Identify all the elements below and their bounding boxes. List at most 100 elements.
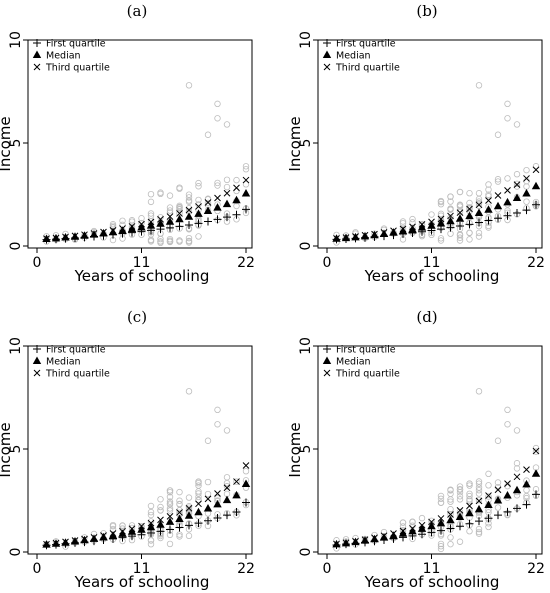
raw-data-point xyxy=(166,500,174,507)
data-point xyxy=(465,508,474,517)
data-point xyxy=(194,519,203,528)
data-point xyxy=(437,215,445,223)
x-tick-label: 11 xyxy=(133,561,151,577)
data-point xyxy=(485,492,492,499)
data-point xyxy=(176,509,183,516)
data-point xyxy=(503,197,512,206)
data-point xyxy=(417,223,427,231)
data-point xyxy=(100,532,107,539)
raw-data-point xyxy=(185,197,193,204)
raw-data-point xyxy=(447,540,454,548)
data-point xyxy=(156,520,165,528)
data-point xyxy=(242,205,250,214)
data-point xyxy=(241,188,251,197)
data-point xyxy=(175,214,184,223)
data-point xyxy=(361,231,369,239)
data-point xyxy=(456,209,464,216)
raw-data-point xyxy=(204,478,212,486)
data-point xyxy=(90,230,98,237)
raw-data-point xyxy=(399,218,407,225)
raw-data-point xyxy=(195,490,202,497)
data-point xyxy=(398,226,408,235)
raw-data-point xyxy=(447,193,454,200)
data-point xyxy=(232,508,241,517)
raw-data-point xyxy=(157,507,164,514)
data-point xyxy=(100,228,107,236)
data-point xyxy=(232,210,241,219)
data-point xyxy=(352,537,359,545)
raw-data-point xyxy=(475,490,483,497)
raw-data-point xyxy=(233,176,240,184)
data-point xyxy=(204,516,212,525)
y-axis-label: Income xyxy=(0,116,14,171)
data-point xyxy=(427,221,436,229)
data-point xyxy=(342,539,350,547)
data-point xyxy=(352,233,359,240)
raw-data-point xyxy=(157,238,164,245)
raw-data-point xyxy=(456,538,464,545)
raw-data-point xyxy=(399,519,407,526)
panel-label: (d) xyxy=(416,308,437,326)
data-point xyxy=(437,526,445,535)
raw-data-point xyxy=(475,233,483,240)
raw-data-point xyxy=(513,492,521,499)
data-point xyxy=(380,532,388,540)
data-point xyxy=(233,184,240,192)
data-point xyxy=(194,219,203,228)
legend-label: Third quartile xyxy=(335,63,400,74)
raw-data-point xyxy=(523,177,530,185)
y-axis-label: Income xyxy=(286,116,304,171)
y-axis-label: Income xyxy=(286,422,304,477)
raw-data-point xyxy=(195,196,202,204)
raw-data-point xyxy=(185,494,193,501)
y-tick-label: 0 xyxy=(298,548,314,557)
y-tick-label: 5 xyxy=(8,139,24,148)
data-point xyxy=(138,220,145,228)
legend-label: First quartile xyxy=(46,345,106,356)
raw-data-point xyxy=(437,540,445,548)
legend-marker xyxy=(323,345,331,353)
raw-data-point xyxy=(475,82,483,89)
data-point xyxy=(465,519,474,528)
data-point xyxy=(456,222,464,231)
data-point xyxy=(437,515,445,522)
data-point xyxy=(223,213,231,222)
raw-data-point xyxy=(409,215,416,223)
raw-data-point xyxy=(447,230,454,237)
raw-data-point xyxy=(166,209,174,216)
data-point xyxy=(203,504,213,512)
data-point xyxy=(157,516,164,524)
raw-data-point xyxy=(466,480,473,487)
data-point xyxy=(147,529,155,538)
x-tick-label: 22 xyxy=(527,255,545,271)
data-point xyxy=(371,534,378,542)
data-point xyxy=(222,199,232,208)
panel-label: (b) xyxy=(416,2,437,20)
raw-data-point xyxy=(166,207,174,214)
raw-data-point xyxy=(166,488,174,496)
raw-data-point xyxy=(456,486,464,493)
raw-data-point xyxy=(475,388,483,395)
raw-data-point xyxy=(513,460,521,467)
plot-frame xyxy=(27,345,253,555)
raw-data-point xyxy=(494,437,502,444)
y-tick-label: 0 xyxy=(8,548,24,557)
raw-data-point xyxy=(437,197,445,205)
data-point xyxy=(233,478,240,485)
data-point xyxy=(522,479,531,488)
x-tick-label: 0 xyxy=(323,255,332,271)
raw-data-point xyxy=(119,522,126,529)
data-point xyxy=(195,203,202,210)
raw-data-point xyxy=(437,492,445,500)
legend-label: Median xyxy=(336,51,371,62)
raw-data-point xyxy=(223,121,231,128)
x-tick-label: 0 xyxy=(323,561,332,577)
data-point xyxy=(465,220,474,229)
data-point xyxy=(165,217,175,225)
raw-data-point xyxy=(185,194,193,201)
raw-data-point xyxy=(447,496,454,503)
raw-data-point xyxy=(223,474,231,481)
raw-data-point xyxy=(504,421,511,428)
data-point xyxy=(166,213,174,220)
raw-data-point xyxy=(176,533,183,540)
